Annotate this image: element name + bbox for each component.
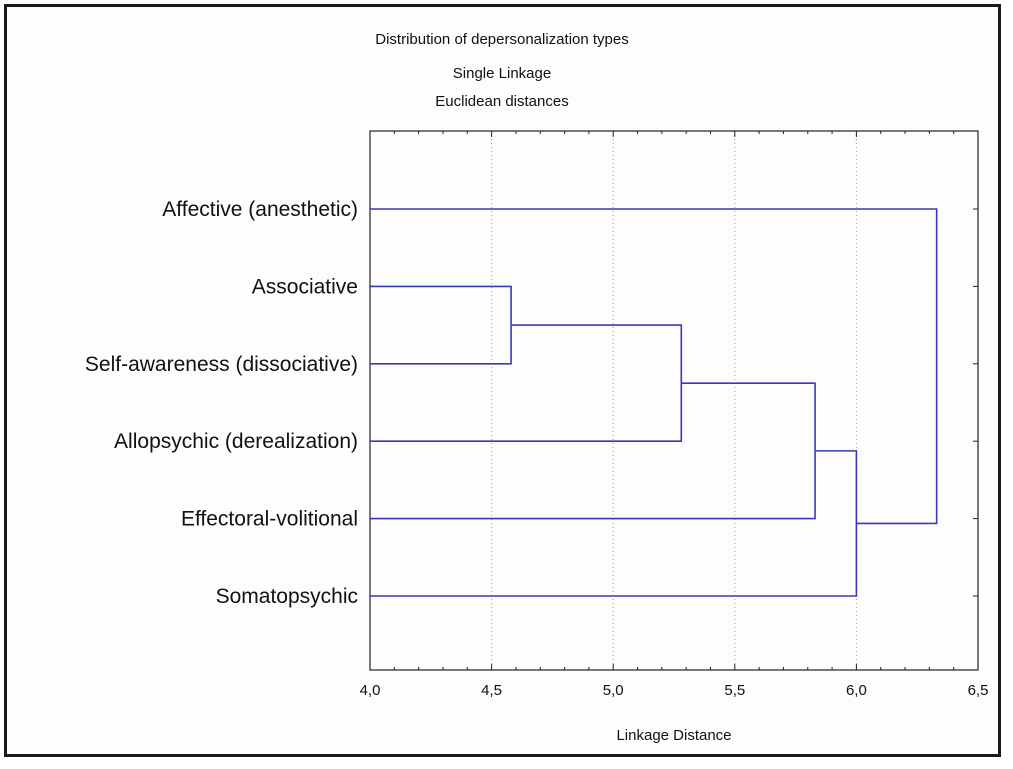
dendrogram-link [370, 382, 816, 520]
dendrogram-link [370, 208, 938, 525]
x-tick-labels: 4,0 4,5 5,0 5,5 6,0 6,5 [360, 682, 989, 699]
x-tick-label: 5,5 [724, 682, 745, 699]
leaf-label: Allopsychic (derealization) [114, 430, 358, 453]
chart-title: Distribution of depersonalization types [375, 31, 628, 48]
leaf-label: Associative [252, 275, 358, 298]
x-axis-label: Linkage Distance [616, 727, 731, 744]
x-tick-label: 5,0 [603, 682, 624, 699]
chart-frame [4, 4, 1001, 757]
chart-subtitle-linkage: Single Linkage [453, 65, 551, 82]
x-tick-label: 4,5 [481, 682, 502, 699]
dendrogram-link [370, 285, 512, 365]
x-tick-label: 6,0 [846, 682, 867, 699]
dendrogram-link [370, 324, 683, 442]
leaf-label: Somatopsychic [216, 585, 358, 608]
chart-subtitle-distance: Euclidean distances [435, 93, 568, 110]
leaf-label: Effectoral-volitional [181, 508, 358, 531]
x-tick-label: 6,5 [968, 682, 989, 699]
leaf-labels: Affective (anesthetic) Associative Self-aw… [85, 198, 358, 608]
plot-area [369, 130, 979, 671]
axis-ticks [369, 131, 979, 670]
leaf-label: Self-awareness (dissociative) [85, 353, 358, 376]
gridlines [491, 131, 857, 670]
leaf-label: Affective (anesthetic) [162, 198, 358, 221]
x-tick-label: 4,0 [360, 682, 381, 699]
dendrogram-links [370, 208, 938, 597]
